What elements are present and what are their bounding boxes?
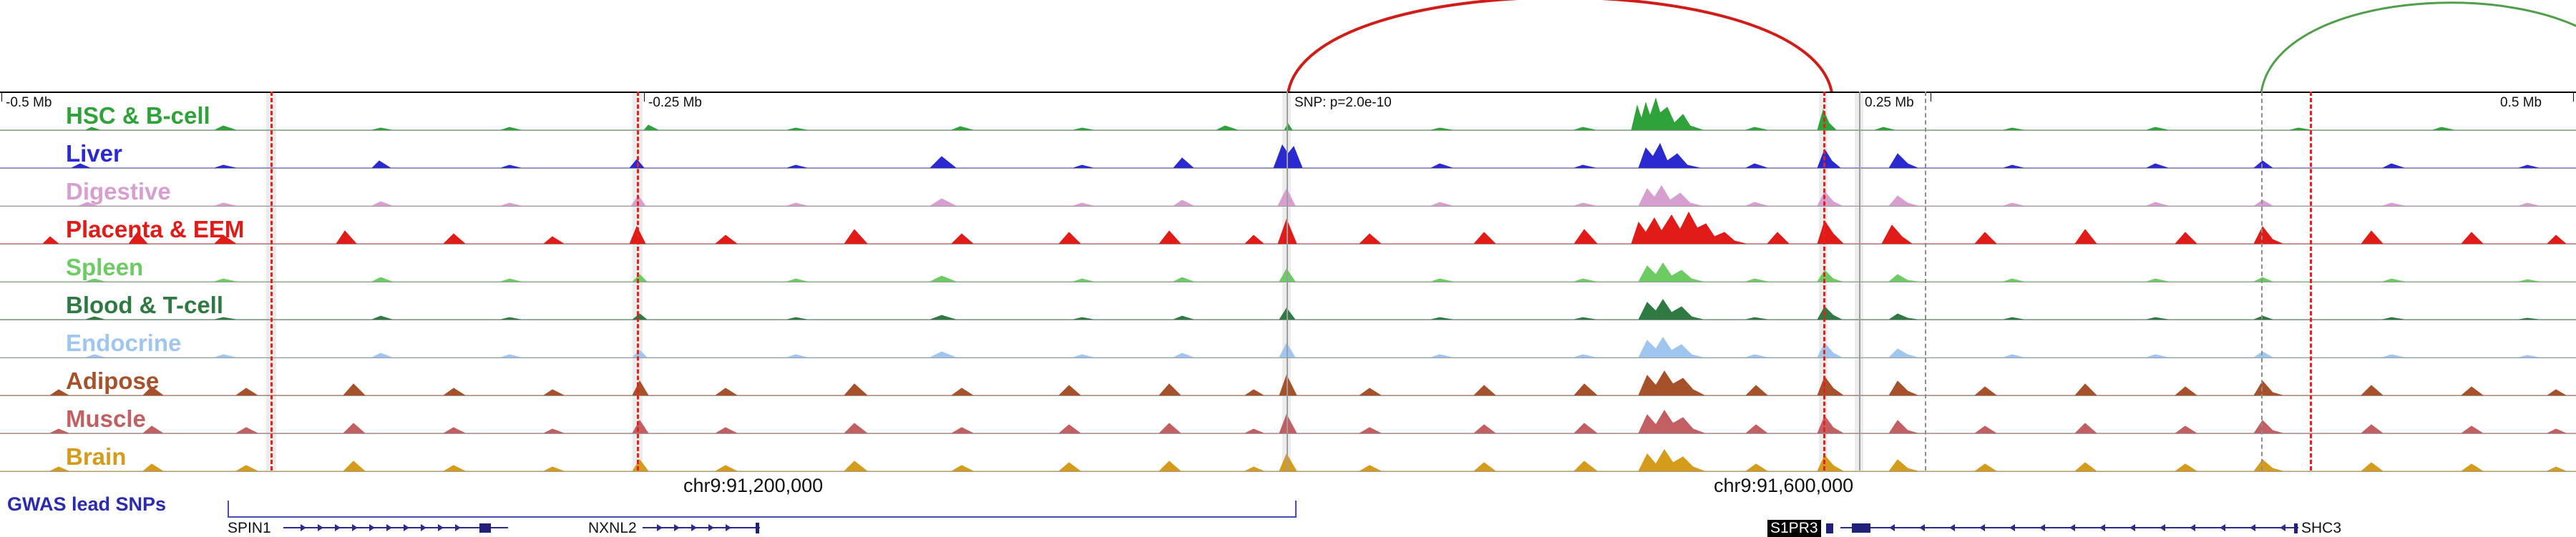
snp-pvalue-label: SNP: p=2.0e-10: [1292, 95, 1394, 111]
track-label-hsc-b-cell: HSC & B-cell: [66, 102, 210, 129]
axis-tick-label-quarter-right: 0.25 Mb: [1865, 95, 1914, 110]
signal-area: [0, 208, 2576, 244]
gwas-snp-marker-line: [270, 92, 273, 471]
signal-area: [0, 170, 2576, 206]
signal-area: [0, 246, 2576, 282]
signal-area: [0, 94, 2576, 130]
signal-area: [0, 398, 2576, 433]
track-label-spleen: Spleen: [66, 254, 144, 280]
anchor-marker-line: [1859, 92, 1860, 471]
axis-tick: [2573, 92, 2574, 102]
signal-tracks: HSC & B-cell Liver Digestive: [0, 93, 2576, 472]
track-label-placenta-eem: Placenta & EEM: [66, 216, 245, 242]
signal-area: [0, 284, 2576, 320]
axis-tick-label-quarter-left: -0.25 Mb: [648, 95, 702, 110]
secondary-marker-line: [2261, 92, 2263, 471]
gwas-snp-marker-line: [1823, 92, 1825, 471]
gene-label-nxnl2[interactable]: NXNL2: [588, 520, 637, 536]
track-label-endocrine: Endocrine: [66, 330, 182, 356]
track-row[interactable]: Endocrine: [0, 320, 2576, 358]
gwas-region-bracket: [228, 501, 1297, 518]
track-row[interactable]: Muscle: [0, 396, 2576, 434]
gene-models: [283, 523, 2298, 533]
interaction-arcs: [1287, 0, 2576, 94]
gene-label-spin1[interactable]: SPIN1: [228, 520, 271, 536]
anchor-marker-line: [1287, 92, 1288, 471]
track-label-brain: Brain: [66, 443, 127, 470]
bottom-annotation-area: chr9:91,200,000 chr9:91,600,000: [0, 472, 2576, 536]
track-row[interactable]: Liver: [0, 131, 2576, 169]
axis-tick: [1, 92, 2, 102]
coordinate-label-right: chr9:91,600,000: [1714, 475, 1854, 496]
track-row[interactable]: Spleen: [0, 245, 2576, 282]
track-baseline: [0, 433, 2576, 434]
track-row[interactable]: HSC & B-cell: [0, 93, 2576, 131]
track-label-liver: Liver: [66, 140, 122, 167]
track-row[interactable]: Placenta & EEM: [0, 207, 2576, 245]
track-row[interactable]: Digestive: [0, 169, 2576, 207]
track-baseline: [0, 244, 2576, 245]
track-baseline: [0, 471, 2576, 472]
track-label-digestive: Digestive: [66, 178, 171, 205]
track-label-muscle: Muscle: [66, 405, 146, 432]
axis-tick: [644, 92, 645, 102]
signal-area: [0, 322, 2576, 358]
coordinate-label-left: chr9:91,200,000: [683, 475, 824, 496]
signal-area: [0, 360, 2576, 395]
gwas-snp-marker-line: [637, 92, 639, 471]
gwas-lead-snps-label: GWAS lead SNPs: [7, 493, 167, 515]
gene-label-s1pr3[interactable]: S1PR3: [1767, 520, 1821, 537]
gene-label-shc3[interactable]: SHC3: [2301, 520, 2342, 536]
signal-area: [0, 132, 2576, 168]
axis-tick-label-right: 0.5 Mb: [2500, 95, 2542, 110]
gwas-snp-marker-line: [2310, 92, 2312, 471]
track-row[interactable]: Brain: [0, 434, 2576, 472]
track-baseline: [0, 168, 2576, 169]
genomic-axis: [0, 92, 2576, 93]
track-baseline: [0, 395, 2576, 396]
secondary-marker-line: [1925, 92, 1926, 471]
axis-tick-label-left: -0.5 Mb: [6, 95, 52, 110]
track-label-adipose: Adipose: [66, 368, 160, 394]
track-label-blood-t-cell: Blood & T-cell: [66, 292, 224, 318]
track-row[interactable]: Adipose: [0, 358, 2576, 396]
signal-area: [0, 435, 2576, 471]
track-row[interactable]: Blood & T-cell: [0, 282, 2576, 320]
track-baseline: [0, 130, 2576, 131]
track-baseline: [0, 206, 2576, 207]
